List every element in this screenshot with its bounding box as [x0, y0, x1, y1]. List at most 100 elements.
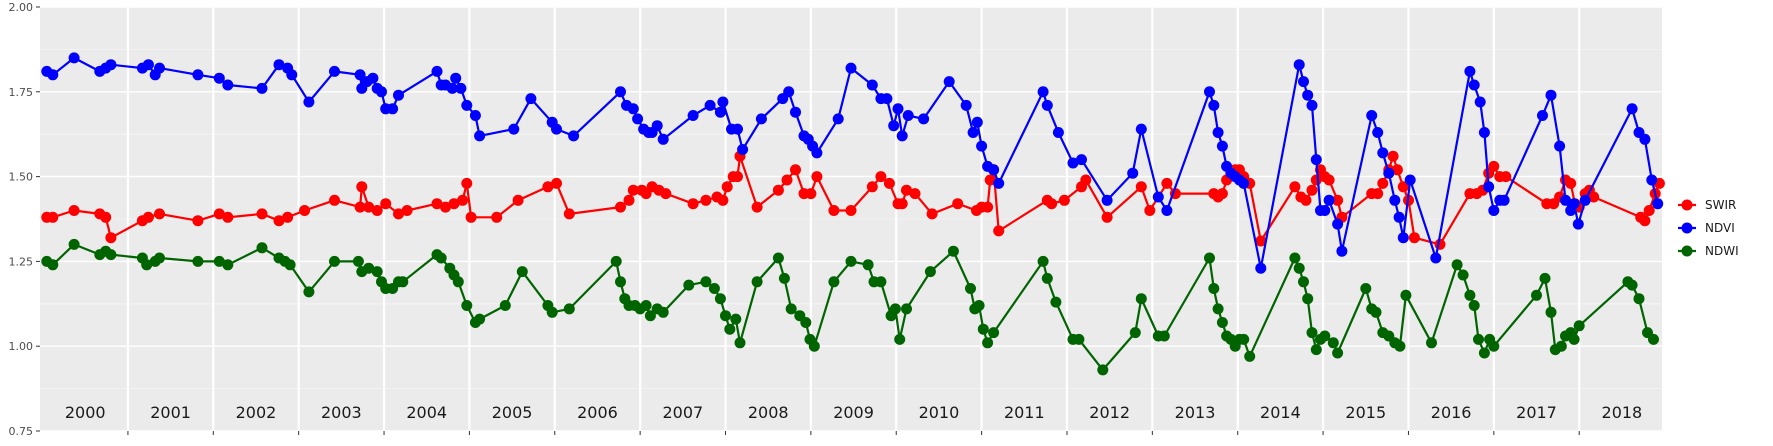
year-label-2003: 2003 [321, 403, 362, 422]
ndwi-point [1129, 327, 1141, 339]
ndwi-point [47, 259, 59, 271]
swir-point [1377, 177, 1389, 189]
ndwi-point [141, 259, 153, 271]
swir-point [1306, 184, 1318, 196]
ndvi-point [461, 99, 473, 111]
year-label-2006: 2006 [577, 403, 618, 422]
ndvi-point [354, 69, 366, 81]
ndvi-point [1397, 232, 1409, 244]
ndwi-point [965, 283, 976, 294]
ndwi-point [700, 276, 712, 288]
y-tick-label: 0.75 [9, 425, 34, 438]
ndvi-point [632, 113, 644, 125]
ndwi-point [1298, 276, 1309, 288]
year-label-2018: 2018 [1602, 403, 1643, 422]
ndwi-point [1478, 347, 1490, 359]
swir-point [461, 177, 473, 189]
swir-point [896, 198, 908, 210]
year-label-2014: 2014 [1260, 403, 1301, 422]
swir-point [354, 201, 366, 213]
ndwi-point [778, 272, 790, 284]
ndwi-point [973, 300, 985, 311]
ndvi-point [1579, 194, 1591, 206]
ndwi-point [1293, 262, 1305, 274]
year-label-2005: 2005 [492, 403, 533, 422]
ndvi-point [993, 177, 1005, 189]
ndwi-point [644, 310, 656, 322]
ndwi-point [1302, 293, 1314, 305]
swir-point [393, 208, 404, 220]
swir-point [660, 188, 672, 200]
year-label-2017: 2017 [1516, 403, 1557, 422]
swir-point [282, 211, 294, 223]
ndwi-point [724, 323, 736, 335]
ndvi-point [892, 103, 904, 115]
swir-point [1300, 194, 1312, 206]
ndvi-point [303, 96, 315, 108]
year-dividers [126, 7, 1581, 431]
year-label-2002: 2002 [236, 403, 277, 422]
swir-point [356, 181, 368, 193]
ndwi-point [1360, 283, 1372, 294]
ndvi-point [732, 123, 743, 135]
ndwi-point [1473, 333, 1484, 345]
legend-key-point [1681, 222, 1693, 234]
swir-point [751, 201, 763, 213]
ndwi-point [1457, 269, 1469, 281]
ndwi-point [1370, 306, 1382, 318]
swir-point [811, 171, 823, 183]
ndvi-point [286, 69, 298, 81]
swir-point [431, 198, 443, 210]
swir-point [542, 181, 554, 193]
ndvi-point [1554, 140, 1566, 152]
ndwi-point [828, 276, 840, 288]
ndwi-point [1531, 289, 1542, 301]
swir-point [1058, 194, 1070, 206]
ndvi-point [551, 123, 562, 135]
swir-point [1387, 150, 1399, 162]
swir-point [1639, 215, 1651, 227]
swir-point [687, 198, 699, 210]
ndvi-point [845, 62, 857, 74]
ndwi-point [615, 276, 626, 288]
ndvi-point [1474, 96, 1486, 108]
swir-point [1101, 211, 1113, 223]
year-label-2009: 2009 [833, 403, 874, 422]
ndwi-point [800, 317, 812, 328]
swir-point [47, 211, 59, 223]
ndwi-point [1041, 272, 1053, 284]
ndwi-point [1464, 289, 1476, 301]
ndwi-point [1073, 333, 1085, 345]
swir-point [1397, 181, 1409, 193]
ndvi-point [1372, 127, 1384, 138]
legend-item-swir: SWIR [1678, 198, 1736, 212]
ndwi-point [772, 252, 784, 264]
ndvi-point [154, 62, 165, 74]
ndvi-point [1383, 167, 1395, 179]
ndvi-point [1366, 110, 1378, 121]
year-label-2011: 2011 [1004, 403, 1045, 422]
ndvi-point [1393, 211, 1405, 223]
ndvi-point [1037, 86, 1049, 98]
ndwi-point [1451, 259, 1463, 271]
ndvi-point [450, 72, 462, 84]
swir-point [329, 194, 340, 206]
swir-point [1255, 235, 1267, 247]
ndvi-point [1208, 99, 1220, 111]
ndvi-point [1560, 194, 1571, 206]
ndvi-point [525, 93, 537, 105]
ndvi-point [866, 79, 878, 91]
year-label-2001: 2001 [150, 403, 191, 422]
ndwi-point [352, 255, 364, 267]
year-label-2013: 2013 [1175, 403, 1216, 422]
y-tick-label: 1.25 [9, 255, 34, 268]
swir-point [1408, 232, 1420, 244]
ndvi-point [1568, 198, 1580, 210]
swir-point [1323, 174, 1335, 186]
swir-point [142, 211, 154, 223]
ndvi-point [1152, 191, 1164, 203]
swir-point [1135, 181, 1147, 193]
swir-point [772, 184, 784, 196]
swir-point [273, 215, 285, 227]
ndwi-point [154, 252, 165, 264]
